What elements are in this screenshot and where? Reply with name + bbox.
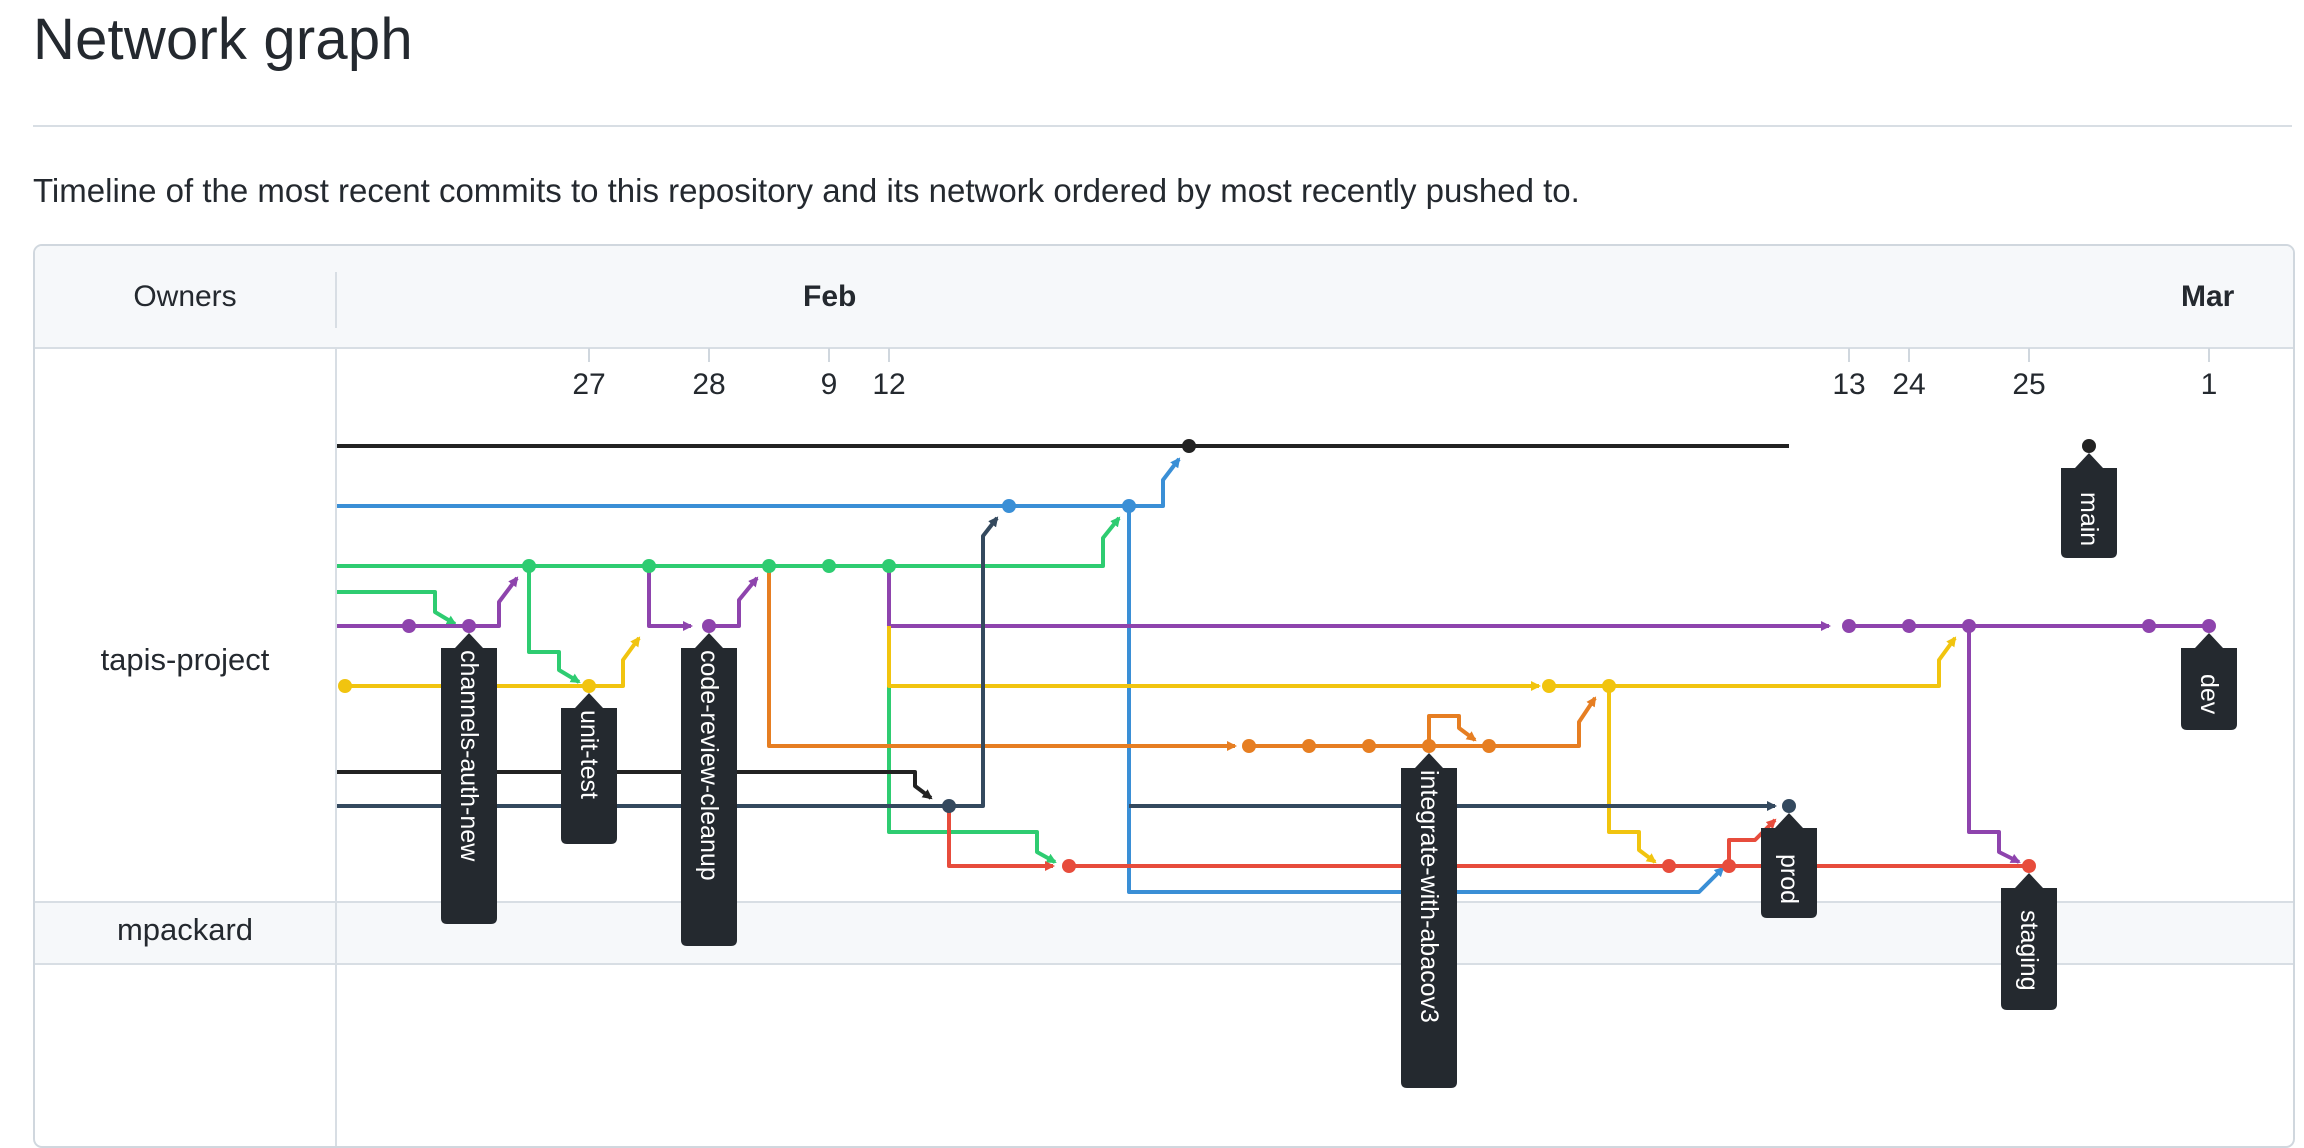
commit-dot[interactable] (402, 619, 416, 633)
commit-dot[interactable] (1482, 739, 1496, 753)
commit-dot[interactable] (702, 619, 716, 633)
branch-tag-label: prod (1775, 854, 1803, 904)
edge-green-to-yellow (527, 566, 581, 684)
commit-dot[interactable] (1362, 739, 1376, 753)
month-label-feb: Feb (803, 280, 857, 313)
branch-line-navy-1 (337, 770, 933, 800)
commit-dot[interactable] (2202, 619, 2216, 633)
commit-dot[interactable] (1842, 619, 1856, 633)
owners-column-header: Owners (133, 280, 237, 313)
branch-tag-prod[interactable]: prod (1761, 813, 1817, 918)
branch-tag-dev[interactable]: dev (2181, 633, 2237, 730)
commit-dot[interactable] (2022, 859, 2036, 873)
commit-dot[interactable] (582, 679, 596, 693)
commit-dot[interactable] (1182, 439, 1196, 453)
branch-tag-main[interactable]: main (2061, 453, 2117, 558)
day-label: 25 (2012, 368, 2045, 401)
commit-dot[interactable] (942, 799, 956, 813)
page-title: Network graph (33, 7, 413, 72)
day-label: 28 (692, 368, 725, 401)
commit-dot[interactable] (338, 679, 352, 693)
header-divider (335, 272, 337, 328)
merge-edge-blue-main (1129, 457, 1181, 508)
network-graph-panel: Owners Feb Mar tapis-project mpackard 27… (33, 244, 2295, 1148)
commit-dot[interactable] (1122, 499, 1136, 513)
edge-orange-loop (1427, 714, 1477, 746)
commit-dot[interactable] (1002, 499, 1016, 513)
month-label-mar: Mar (2181, 280, 2235, 313)
commit-dot[interactable] (882, 559, 896, 573)
branch-line-orange-right (1249, 696, 1597, 748)
commit-dot[interactable] (1902, 619, 1916, 633)
commit-dot[interactable] (1782, 799, 1796, 813)
day-axis: 27 28 9 12 13 24 25 1 (572, 348, 2217, 401)
branch-tag-label: code-review-cleanup (695, 650, 723, 881)
edge-green-to-red (887, 566, 1057, 864)
commit-dot[interactable] (1602, 679, 1616, 693)
branch-tag-label: channels-auth-new (455, 650, 483, 862)
graph-header: Owners Feb Mar (35, 246, 2293, 349)
commit-dot[interactable] (1662, 859, 1676, 873)
network-graph-canvas[interactable]: 27 28 9 12 13 24 25 1 (35, 246, 2293, 1146)
commit-dot[interactable] (1062, 859, 1076, 873)
branch-tag-channels-auth-new[interactable]: channels-auth-new (441, 633, 497, 924)
commit-dot[interactable] (522, 559, 536, 573)
owners-column-divider (335, 349, 337, 1146)
title-divider (33, 125, 2292, 127)
commit-dot[interactable] (1422, 739, 1436, 753)
branch-line-green (337, 516, 1121, 568)
commit-dot[interactable] (1242, 739, 1256, 753)
branch-tag-staging[interactable]: staging (2001, 873, 2057, 1010)
edge-yellow-to-green (589, 636, 641, 688)
day-label: 9 (821, 368, 838, 401)
branch-tag-unit-test[interactable]: unit-test (561, 693, 617, 844)
owner-row-mpackard (35, 901, 2293, 965)
commit-dot[interactable] (822, 559, 836, 573)
branch-line-orange (767, 566, 1237, 751)
owner-tapis-project[interactable]: tapis-project (100, 642, 270, 677)
edge-purple-cr-merge (709, 576, 759, 628)
commit-dot[interactable] (462, 619, 476, 633)
branch-line-red-start (947, 806, 1055, 871)
branch-line-dev (887, 566, 1831, 631)
edge-yellow-to-red (1607, 686, 1657, 864)
edge-purple-to-staging (1967, 626, 2021, 864)
commit-dot[interactable] (2142, 619, 2156, 633)
edge-purple-cr (647, 566, 693, 631)
owner-mpackard[interactable]: mpackard (116, 912, 254, 947)
branch-line-yellow-right (1549, 636, 1957, 688)
day-label: 27 (572, 368, 605, 401)
branch-tag-code-review-cleanup[interactable]: code-review-cleanup (681, 633, 737, 946)
branch-line-yellow-mid (887, 626, 1541, 691)
day-label: 1 (2201, 368, 2218, 401)
day-label: 24 (1892, 368, 1925, 401)
day-label: 13 (1832, 368, 1865, 401)
branch-tag-label: unit-test (575, 710, 603, 799)
day-label: 12 (872, 368, 905, 401)
branch-tag-label: integrate-with-abacov3 (1415, 770, 1443, 1023)
commit-dot[interactable] (642, 559, 656, 573)
branch-line-purple (337, 576, 519, 628)
branch-tag-label: staging (2015, 910, 2043, 991)
edge-green-to-purple (337, 590, 457, 626)
branch-tag-label: dev (2195, 674, 2223, 715)
branch-tag-integrate-with-abacov3[interactable]: integrate-with-abacov3 (1401, 753, 1457, 1088)
page-description: Timeline of the most recent commits to t… (33, 172, 1580, 209)
commit-dot[interactable] (1302, 739, 1316, 753)
branch-tag-label: main (2075, 492, 2103, 546)
commit-dot[interactable] (762, 559, 776, 573)
commit-dot[interactable] (2082, 439, 2096, 453)
edge-navy-to-blue (949, 516, 999, 808)
commit-dot[interactable] (1722, 859, 1736, 873)
commit-dot[interactable] (1542, 679, 1556, 693)
commit-dot[interactable] (1962, 619, 1976, 633)
